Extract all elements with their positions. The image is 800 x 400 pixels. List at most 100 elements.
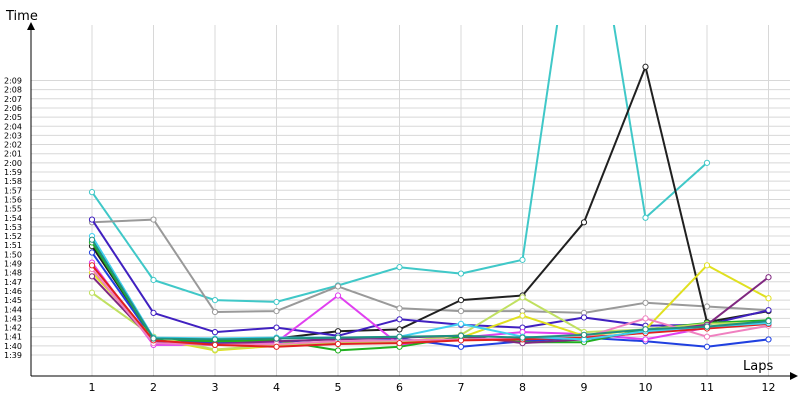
data-point	[211, 341, 219, 349]
data-point	[580, 219, 588, 226]
data-point	[273, 324, 280, 331]
y-tick-label: 1:52	[4, 232, 22, 241]
y-tick-labels: 1:391:401:411:421:431:441:451:461:471:48…	[4, 77, 22, 361]
data-point	[88, 216, 96, 223]
x-axis-arrow	[790, 372, 798, 380]
data-point	[457, 332, 465, 339]
data-point	[334, 283, 342, 290]
y-tick-label: 1:54	[4, 214, 22, 223]
data-point	[642, 336, 649, 343]
data-point	[150, 216, 157, 223]
data-point	[396, 264, 403, 271]
data-point	[88, 289, 96, 296]
y-tick-label: 1:58	[4, 177, 22, 186]
data-point	[334, 340, 342, 348]
data-point	[765, 274, 772, 281]
x-tick-label: 3	[212, 381, 219, 394]
series-line	[91, 241, 769, 352]
series-layer	[88, 25, 772, 354]
data-point	[211, 329, 219, 336]
data-point	[703, 303, 711, 310]
data-point	[211, 308, 219, 316]
series-line	[91, 218, 769, 314]
y-tick-label: 1:46	[4, 287, 22, 296]
y-tick-label: 1:49	[4, 260, 22, 269]
data-point	[457, 297, 465, 304]
data-point	[519, 256, 526, 263]
x-tick-label: 1	[89, 381, 96, 394]
data-point	[334, 347, 342, 354]
data-point	[88, 273, 96, 280]
series-2	[88, 216, 772, 317]
data-point	[703, 323, 711, 330]
data-point	[273, 307, 280, 315]
data-point	[150, 276, 157, 284]
y-tick-label: 2:08	[4, 86, 22, 95]
data-point	[765, 307, 772, 314]
data-point	[519, 312, 526, 319]
data-point	[457, 343, 465, 350]
data-point	[334, 334, 342, 341]
data-point	[519, 334, 526, 341]
x-tick-label: 2	[150, 381, 157, 394]
data-point	[88, 249, 96, 256]
data-point	[703, 343, 711, 350]
y-tick-label: 1:56	[4, 195, 22, 204]
y-tick-label: 1:50	[4, 250, 22, 259]
x-axis-title: Laps	[743, 359, 773, 374]
data-point	[211, 336, 219, 343]
y-tick-label: 2:02	[4, 141, 22, 150]
data-point	[642, 326, 649, 333]
y-tick-label: 2:06	[4, 104, 22, 113]
y-axis-title: Time	[5, 9, 38, 24]
data-point	[273, 298, 280, 306]
y-tick-label: 1:39	[4, 351, 22, 360]
y-tick-label: 1:53	[4, 223, 22, 232]
data-point	[273, 343, 280, 350]
series-14	[88, 236, 772, 343]
data-point	[703, 333, 711, 340]
y-tick-label: 1:59	[4, 168, 22, 177]
y-tick-label: 1:48	[4, 269, 22, 278]
data-point	[273, 335, 280, 342]
data-point	[88, 189, 96, 196]
x-tick-label: 8	[519, 381, 526, 394]
y-tick-label: 1:43	[4, 314, 22, 323]
data-point	[457, 320, 465, 327]
y-tick-label: 2:00	[4, 159, 22, 168]
y-tick-label: 1:41	[4, 333, 22, 342]
y-tick-label: 1:55	[4, 205, 22, 214]
x-tick-label: 7	[458, 381, 465, 394]
data-point	[334, 292, 342, 299]
y-tick-label: 1:45	[4, 296, 22, 305]
y-tick-label: 1:42	[4, 324, 22, 333]
data-point	[703, 159, 711, 166]
y-tick-label: 2:09	[4, 77, 22, 86]
data-point	[765, 336, 772, 343]
data-point	[580, 314, 588, 321]
data-point	[703, 262, 711, 269]
y-tick-label: 1:51	[4, 241, 22, 250]
series-line	[91, 219, 769, 337]
x-tick-label: 4	[273, 381, 280, 394]
data-point	[765, 295, 772, 302]
x-tick-label: 9	[581, 381, 588, 394]
data-point	[580, 331, 588, 338]
y-tick-label: 2:03	[4, 131, 22, 140]
x-tick-labels: 1 2 3 4 5 6 7 8 9 10 11 12	[89, 381, 776, 394]
y-tick-label: 2:05	[4, 113, 22, 122]
data-point	[150, 335, 157, 342]
data-point	[396, 326, 403, 333]
data-point	[642, 63, 649, 70]
data-point	[88, 236, 96, 243]
y-tick-label: 2:07	[4, 95, 22, 104]
axes: Time Laps	[5, 9, 798, 380]
data-point	[457, 270, 465, 277]
data-point	[88, 262, 96, 269]
y-axis-arrow	[27, 22, 35, 30]
series-line	[91, 239, 769, 341]
y-tick-label: 2:01	[4, 150, 22, 159]
data-point	[396, 340, 403, 347]
x-tick-label: 6	[396, 381, 403, 394]
